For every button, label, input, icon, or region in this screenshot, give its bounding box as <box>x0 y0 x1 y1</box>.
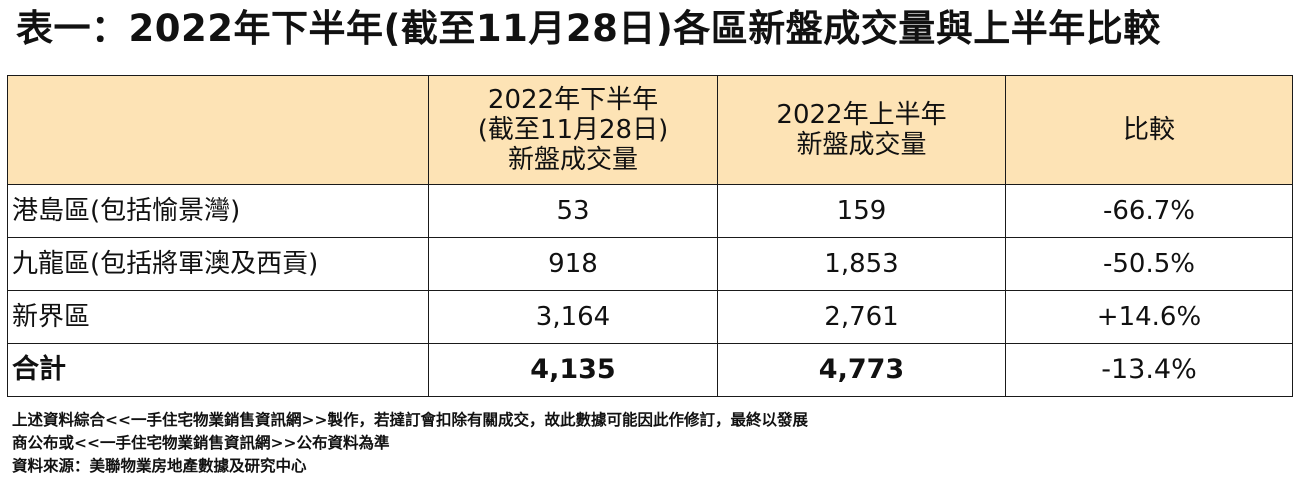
region-label: 港島區(包括愉景灣) <box>7 184 429 238</box>
header-h2-line-3: 新盤成交量 <box>507 145 638 175</box>
total-row: 合計 4,135 4,773 -13.4% <box>7 343 1293 397</box>
h2-volume-cell: 3,164 <box>428 290 718 344</box>
total-h1-cell: 4,773 <box>717 343 1006 397</box>
header-h1-line-1: 2022年上半年 <box>776 100 947 130</box>
header-h1-volume: 2022年上半年 新盤成交量 <box>717 75 1006 185</box>
header-h2-line-1: 2022年下半年 <box>487 85 659 115</box>
table-row: 港島區(包括愉景灣) 53 159 -66.7% <box>7 184 1293 238</box>
h1-volume-cell: 1,853 <box>717 237 1006 291</box>
header-empty-cell <box>7 75 429 185</box>
total-change-cell: -13.4% <box>1005 343 1293 397</box>
region-label: 九龍區(包括將軍澳及西貢) <box>7 237 429 291</box>
page-title: 表一：2022年下半年(截至11月28日)各區新盤成交量與上半年比較 <box>16 7 1161 50</box>
footnote-line-2: 商公布或<<一手住宅物業銷售資訊網>>公布資料為準 <box>12 434 390 452</box>
change-cell: -66.7% <box>1005 184 1293 238</box>
table-row: 九龍區(包括將軍澳及西貢) 918 1,853 -50.5% <box>7 237 1293 291</box>
h2-volume-cell: 53 <box>428 184 718 238</box>
total-label: 合計 <box>7 343 429 397</box>
h1-volume-cell: 159 <box>717 184 1006 238</box>
h2-volume-cell: 918 <box>428 237 718 291</box>
change-cell: -50.5% <box>1005 237 1293 291</box>
change-cell: +14.6% <box>1005 290 1293 344</box>
table-header-row: 2022年下半年 (截至11月28日) 新盤成交量 2022年上半年 新盤成交量… <box>7 75 1293 185</box>
footnote-line-1: 上述資料綜合<<一手住宅物業銷售資訊網>>製作，若撻訂會扣除有關成交，故此數據可… <box>12 411 808 429</box>
header-h1-line-2: 新盤成交量 <box>796 130 927 160</box>
region-label: 新界區 <box>7 290 429 344</box>
h1-volume-cell: 2,761 <box>717 290 1006 344</box>
header-comparison: 比較 <box>1005 75 1293 185</box>
table-row: 新界區 3,164 2,761 +14.6% <box>7 290 1293 344</box>
header-h2-volume: 2022年下半年 (截至11月28日) 新盤成交量 <box>428 75 718 185</box>
source-note: 資料來源：美聯物業房地產數據及研究中心 <box>12 457 307 475</box>
footnotes: 上述資料綜合<<一手住宅物業銷售資訊網>>製作，若撻訂會扣除有關成交，故此數據可… <box>12 409 808 478</box>
comparison-table: 2022年下半年 (截至11月28日) 新盤成交量 2022年上半年 新盤成交量… <box>7 75 1293 397</box>
header-h2-line-2: (截至11月28日) <box>477 115 669 145</box>
total-h2-cell: 4,135 <box>428 343 718 397</box>
